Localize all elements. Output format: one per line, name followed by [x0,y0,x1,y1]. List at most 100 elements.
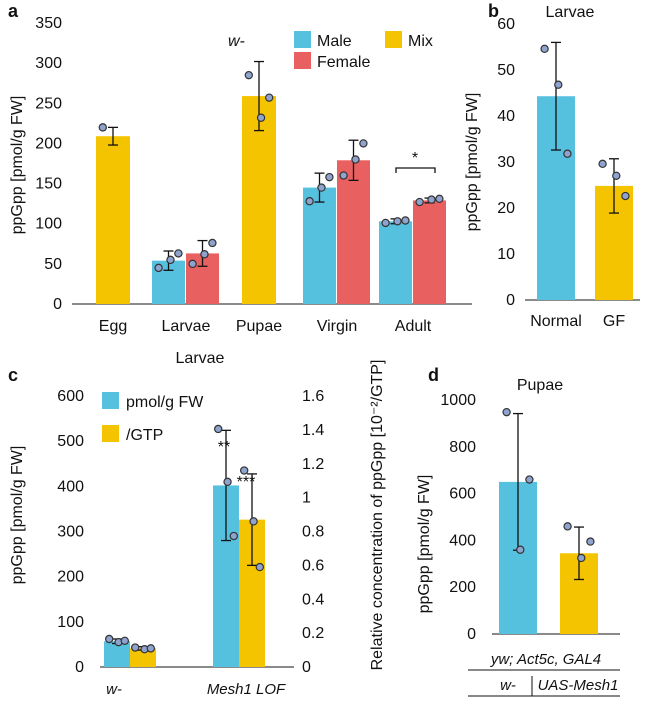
panel-d-ylabel: ppGpp [pmol/g FW] [416,475,433,614]
panel-c-right-tick-label: 1.4 [302,422,324,439]
panel-d-tick-label: 800 [449,439,476,456]
panel-c-xlabel-mesh1: Mesh1 LOF [207,681,286,698]
legend-mix: Mix [408,33,433,50]
gtp-point [146,644,155,653]
panel-b-point [563,149,572,158]
panel-a-xlabel: Egg [99,318,127,335]
legend-gtp-swatch [102,425,119,442]
panel-c-tick-label: 400 [57,478,84,495]
panel-c-right-tick-label: 0.8 [302,524,324,541]
panel-d: d Pupae ppGpp [pmol/g FW] 0 200 400 600 800 1… [416,365,620,697]
panel-d-tick-label: 600 [449,486,476,503]
legend-gtp: /GTP [126,427,163,444]
legend-genotype: w- [228,33,245,50]
male-point [325,172,334,182]
panel-c-right-tick-label: 1.6 [302,388,324,405]
panel-d-header: yw; Act5c, GAL4 [490,651,601,668]
significance-stars-gtp: *** [237,474,256,491]
panel-b-tick-label: 50 [497,62,515,79]
gtp-bar [130,648,156,667]
panel-b-yticks: 0 10 20 30 40 50 60 [497,16,515,309]
panel-d-tick-label: 1000 [440,392,476,409]
panel-d-tick-label: 200 [449,579,476,596]
panel-b-tick-label: 20 [497,200,515,217]
panel-a-yticks: 0 50 100 150 200 250 300 350 [35,15,62,313]
panel-d-point [586,537,595,546]
female-bar [337,160,370,304]
female-point [208,238,217,248]
panel-a-ylabel: ppGpp [pmol/g FW] [9,96,26,235]
gtp-point [130,643,140,652]
panel-d-point [563,522,572,531]
panel-d-label: d [428,365,439,385]
mix-point [244,70,253,80]
panel-a-tick-label: 250 [35,95,62,112]
legend-male: Male [317,33,352,50]
panel-a-tick-label: 200 [35,135,62,152]
panel-d-xlabel-wt: w- [500,677,516,694]
panel-b-tick-label: 30 [497,154,515,171]
panel-d-point [577,553,586,563]
panel-b-xlabel: GF [603,313,625,330]
male-point [305,197,314,206]
female-point [415,197,424,207]
panel-d-point [525,475,534,484]
pmol-point [120,636,130,646]
male-point [317,183,326,192]
panel-c-right-tick-label: 0 [302,659,311,676]
panel-d-point [502,407,511,417]
gtp-point [255,562,264,572]
panel-a-tick-label: 0 [53,296,62,313]
panel-c-title: Larvae [176,350,225,367]
panel-a-tick-label: 150 [35,176,62,193]
panel-a-label: a [8,1,19,21]
panel-a-tick-label: 50 [44,256,62,273]
panel-b-point [621,191,630,201]
panel-d-xlabel-mesh1: UAS-Mesh1 [538,677,619,694]
panel-c-right-tick-label: 1 [302,490,311,507]
female-bar [413,200,446,304]
panel-b-tick-label: 40 [497,108,515,125]
legend-pmol: pmol/g FW [126,394,204,411]
panel-c-legend: pmol/g FW /GTP [102,392,204,444]
panel-c-tick-label: 0 [75,659,84,676]
panel-d-yticks: 0 200 400 600 800 1000 [440,392,476,643]
panel-a-xlabel: Larvae [162,318,211,335]
panel-c-right-tick-label: 0.6 [302,557,324,574]
panel-b-point [540,44,549,54]
panel-d-title: Pupae [517,377,563,394]
male-bar [379,221,412,304]
female-point [188,259,197,269]
female-point [339,171,348,180]
panel-c-right-tick-label: 0.4 [302,591,324,608]
pmol-point [104,634,114,644]
panel-d-point [516,545,525,554]
significance-stars-pmol: ** [218,439,230,456]
legend-mix-swatch [385,31,402,48]
legend-female: Female [317,54,370,71]
panel-c-xlabel-wt: w- [106,681,122,698]
panel-c-yticks: 0 100 200 300 400 500 600 [57,388,84,676]
panel-b-tick-label: 0 [506,292,515,309]
male-point [393,217,402,226]
panel-b-ylabel: ppGpp [pmol/g FW] [464,93,481,232]
male-point [381,218,390,228]
panel-c-tick-label: 200 [57,569,84,586]
legend-pmol-swatch [102,392,119,409]
mix-point [256,113,266,122]
panel-c-ylabel: ppGpp [pmol/g FW] [9,446,26,585]
female-point [359,139,368,148]
panel-c-tick-label: 500 [57,433,84,450]
panel-d-bars [499,407,598,634]
panel-d-tick-label: 400 [449,532,476,549]
panel-b-tick-label: 10 [497,246,515,263]
panel-c-tick-label: 100 [57,614,84,631]
pmol-point [213,424,223,434]
male-point [174,249,183,258]
panel-c-right-tick-label: 0.2 [302,625,324,642]
panel-b-xlabel: Normal [530,313,582,330]
mix-point [98,123,108,132]
panel-a-xlabels: Egg Larvae Pupae Virgin Adult [99,318,432,335]
panel-d-tick-label: 0 [467,626,476,643]
